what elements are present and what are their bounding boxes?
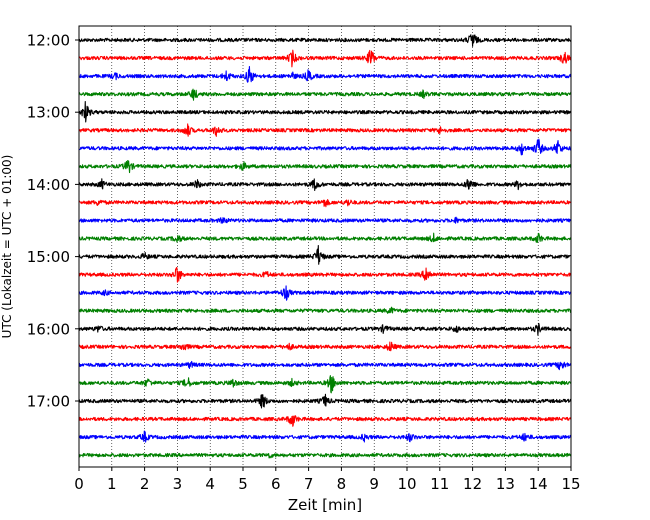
trace-1300 [78,100,572,123]
trace-1400 [78,178,572,191]
x-tick-label: 3 [173,475,183,493]
y-tick-label: 13:00 [27,104,70,122]
plot-frame [78,25,572,468]
x-tick-label: 13 [496,475,515,493]
y-tick-label: 15:00 [27,248,70,266]
x-tick-label: 15 [561,475,580,493]
x-tick-label: 0 [74,475,84,493]
trace-1215 [78,49,572,68]
x-tick-label: 10 [397,475,416,493]
trace-1315 [78,123,572,137]
trace-1630 [78,360,572,371]
x-tick-label: 12 [463,475,482,493]
x-tick-label: 5 [238,475,248,493]
trace-1600 [78,322,572,336]
x-tick-label: 2 [140,475,150,493]
y-tick-label: 14:00 [27,176,70,194]
y-tick-label: 17:00 [27,393,70,411]
trace-1715 [78,415,572,427]
y-axis-ticks: 12:00 13:00 14:00 15:00 16:00 17:00 [27,32,79,411]
x-axis-label: Zeit [min] [288,496,362,514]
y-tick-label: 12:00 [27,32,70,50]
x-axis-ticks: 0 1 2 3 4 5 6 7 8 9 10 11 12 13 14 15 [74,467,581,493]
trace-1530 [78,285,572,301]
trace-1500 [78,245,572,265]
trace-1645 [78,375,572,394]
x-tick-label: 4 [205,475,215,493]
x-tick-label: 8 [337,475,347,493]
x-tick-label: 6 [271,475,281,493]
trace-1515 [78,267,572,283]
trace-1415 [78,198,572,208]
trace-1700 [78,393,572,409]
seismogram-traces [78,34,572,459]
x-tick-label: 11 [430,475,449,493]
trace-1430 [78,216,572,224]
y-tick-label: 16:00 [27,320,70,338]
x-tick-label: 7 [304,475,314,493]
y-axis-label: UTC (Lokalzeit = UTC + 01:00) [0,155,14,339]
x-tick-label: 14 [529,475,548,493]
trace-1200 [78,34,572,47]
x-tick-label: 9 [369,475,379,493]
trace-1615 [78,341,572,352]
trace-1230 [78,66,572,83]
x-tick-label: 1 [107,475,117,493]
trace-1245 [78,88,572,101]
trace-1730 [78,430,572,443]
trace-1330 [78,138,572,156]
trace-1545 [78,306,572,314]
trace-1445 [78,232,572,243]
trace-1745 [78,452,572,459]
trace-1345 [78,160,572,174]
